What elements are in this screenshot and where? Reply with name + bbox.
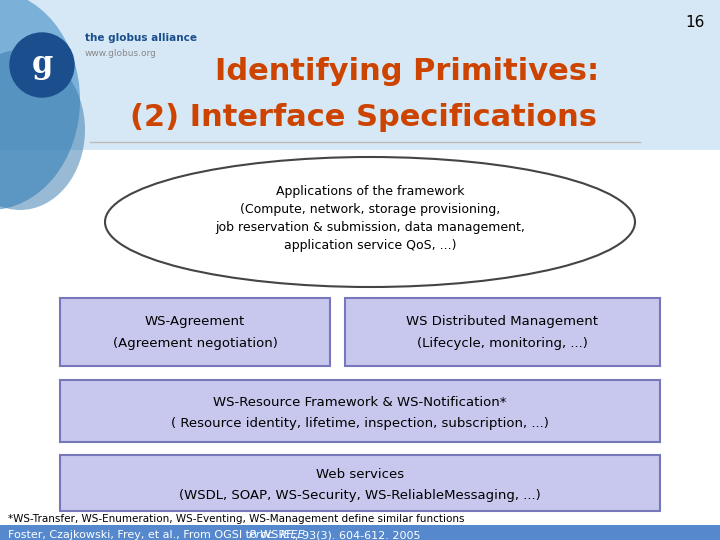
Text: job reservation & submission, data management,: job reservation & submission, data manag… xyxy=(215,221,525,234)
FancyBboxPatch shape xyxy=(60,455,660,511)
Text: (WSDL, SOAP, WS-Security, WS-ReliableMessaging, ...): (WSDL, SOAP, WS-Security, WS-ReliableMes… xyxy=(179,489,541,503)
Circle shape xyxy=(10,33,74,97)
Ellipse shape xyxy=(105,157,635,287)
Text: WS-Resource Framework & WS-Notification*: WS-Resource Framework & WS-Notification* xyxy=(213,396,507,409)
Text: Identifying Primitives:: Identifying Primitives: xyxy=(215,57,599,86)
FancyBboxPatch shape xyxy=(345,298,660,366)
Text: ( Resource identity, lifetime, inspection, subscription, ...): ( Resource identity, lifetime, inspectio… xyxy=(171,417,549,430)
Text: 16: 16 xyxy=(685,15,705,30)
Ellipse shape xyxy=(0,0,80,210)
Text: the globus alliance: the globus alliance xyxy=(85,33,197,43)
Text: WS Distributed Management: WS Distributed Management xyxy=(406,315,598,328)
Text: Web services: Web services xyxy=(316,469,404,482)
Text: Foster, Czajkowski, Frey, et al., From OGSI to WSRF,: Foster, Czajkowski, Frey, et al., From O… xyxy=(8,530,300,540)
Text: WS-Agreement: WS-Agreement xyxy=(145,315,245,328)
Text: Foster, Czajkowski, Frey, et al., From OGSI to WSRF, Proc. IEEE, 93(3). 604-612.: Foster, Czajkowski, Frey, et al., From O… xyxy=(8,530,480,540)
Text: (Lifecycle, monitoring, ...): (Lifecycle, monitoring, ...) xyxy=(417,336,588,349)
Text: (Agreement negotiation): (Agreement negotiation) xyxy=(112,336,277,349)
Text: Applications of the framework: Applications of the framework xyxy=(276,186,464,199)
Ellipse shape xyxy=(0,50,85,210)
Text: application service QoS, ...): application service QoS, ...) xyxy=(284,240,456,253)
FancyBboxPatch shape xyxy=(60,380,660,442)
Text: (2) Interface Specifications: (2) Interface Specifications xyxy=(130,104,597,132)
Text: www.globus.org: www.globus.org xyxy=(85,49,157,57)
Text: g: g xyxy=(31,50,53,80)
FancyBboxPatch shape xyxy=(60,298,330,366)
FancyBboxPatch shape xyxy=(0,525,720,540)
Text: Proc. IEEE: Proc. IEEE xyxy=(249,530,305,540)
FancyBboxPatch shape xyxy=(0,0,720,150)
Text: *WS-Transfer, WS-Enumeration, WS-Eventing, WS-Management define similar function: *WS-Transfer, WS-Enumeration, WS-Eventin… xyxy=(8,514,464,524)
Text: , 93(3). 604-612. 2005: , 93(3). 604-612. 2005 xyxy=(294,530,420,540)
Text: (Compute, network, storage provisioning,: (Compute, network, storage provisioning, xyxy=(240,204,500,217)
